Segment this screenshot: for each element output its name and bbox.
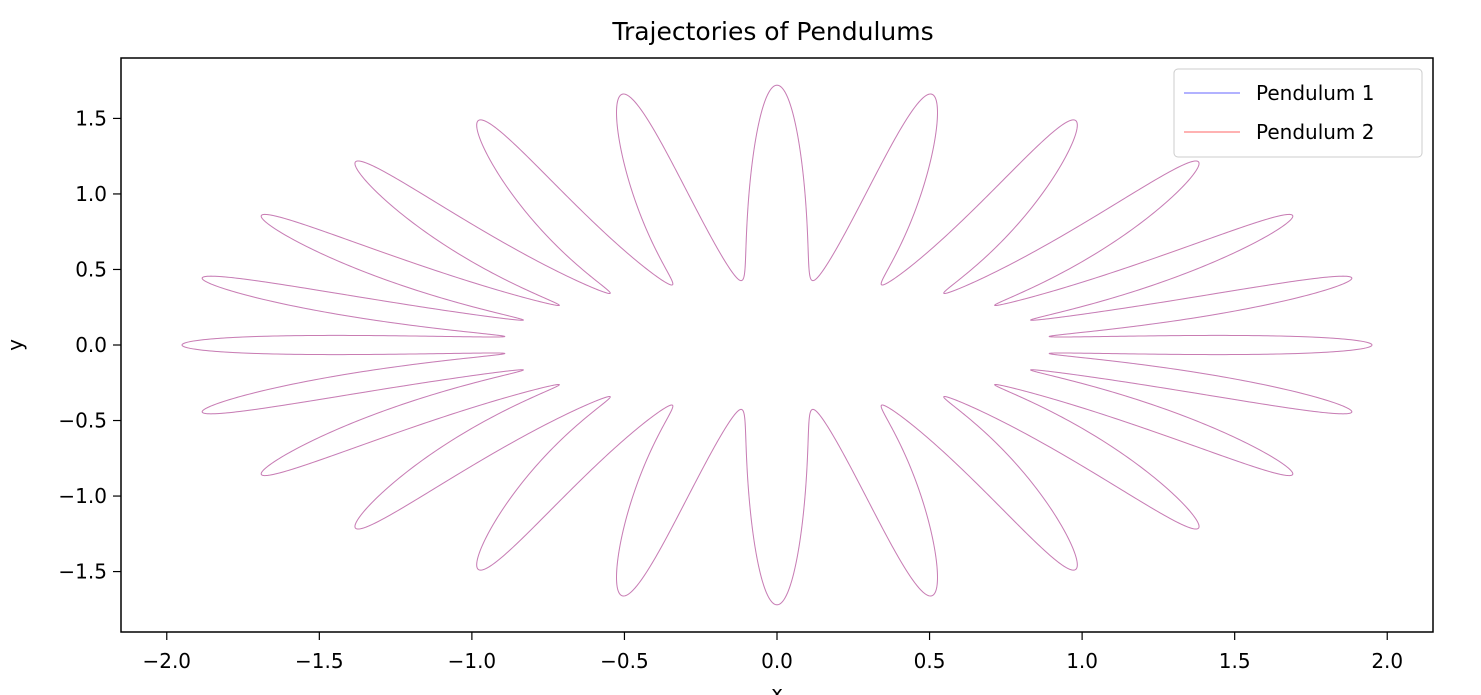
x-tick-label: −0.5	[600, 649, 649, 673]
chart-title: Trajectories of Pendulums	[611, 17, 933, 46]
series-line-pendulum-1	[181, 84, 1373, 606]
y-tick-label: 0.5	[75, 257, 107, 281]
legend: Pendulum 1 Pendulum 2	[1173, 68, 1423, 158]
x-tick-label: 1.0	[1066, 649, 1098, 673]
x-tick-label: 0.5	[914, 649, 946, 673]
y-tick-label: 1.0	[75, 182, 107, 206]
x-tick-label: −1.0	[448, 649, 497, 673]
y-axis-label: y	[3, 339, 27, 351]
legend-label-pendulum-2: Pendulum 2	[1256, 120, 1375, 144]
x-tick-label: −2.0	[142, 649, 191, 673]
y-tick-label: 0.0	[75, 333, 107, 357]
y-axis: −1.5 −1.0 −0.5 0.0 0.5 1.0 1.5	[58, 106, 121, 584]
x-tick-label: 2.0	[1371, 649, 1403, 673]
y-tick-label: −0.5	[58, 409, 107, 433]
series-line-pendulum-2	[181, 84, 1373, 606]
x-tick-label: −1.5	[295, 649, 344, 673]
y-tick-label: 1.5	[75, 106, 107, 130]
x-tick-label: 0.0	[761, 649, 793, 673]
x-axis-label: x	[771, 681, 783, 695]
series-curves	[181, 84, 1373, 606]
legend-box	[1173, 68, 1423, 158]
y-tick-label: −1.5	[58, 560, 107, 584]
x-tick-label: 1.5	[1219, 649, 1251, 673]
legend-label-pendulum-1: Pendulum 1	[1256, 81, 1375, 105]
y-tick-label: −1.0	[58, 484, 107, 508]
x-axis: −2.0 −1.5 −1.0 −0.5 0.0 0.5 1.0 1.5 2.0	[142, 632, 1403, 673]
